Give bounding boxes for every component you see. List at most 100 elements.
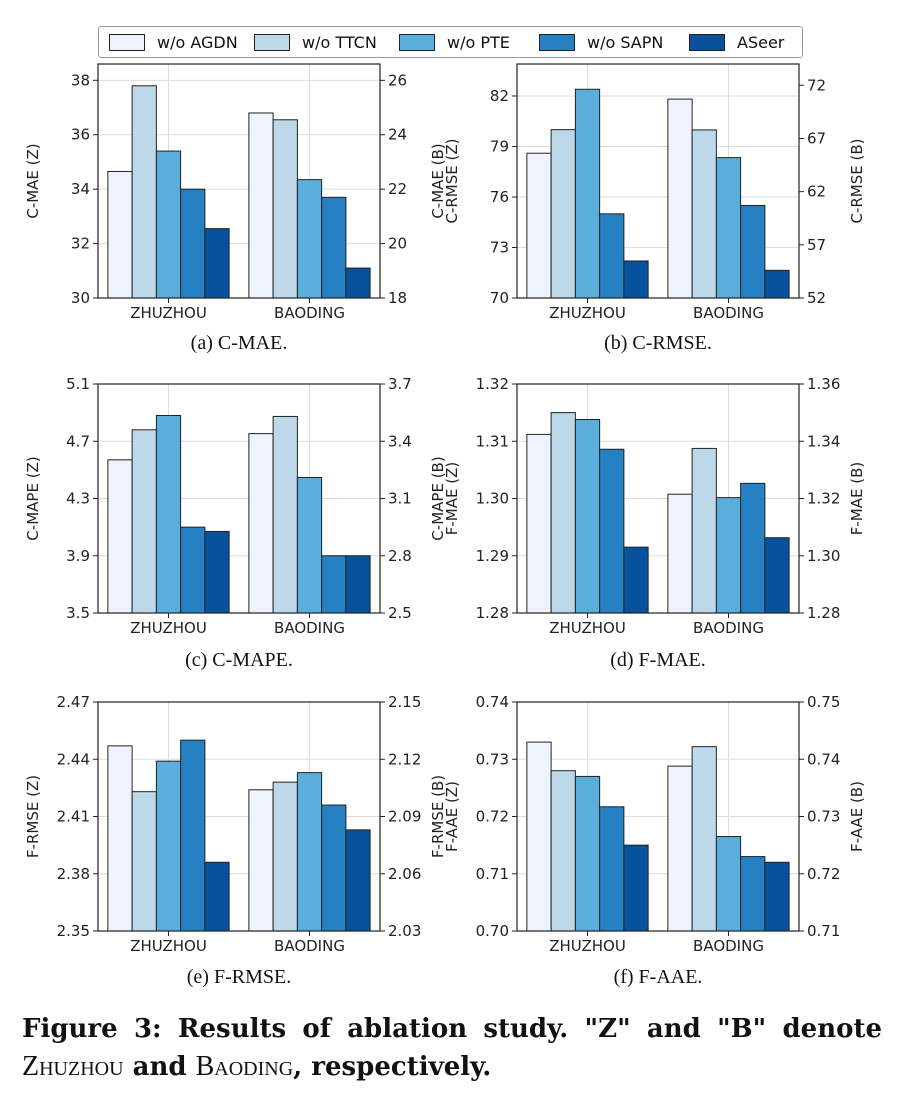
y2-tick-label: 22 <box>388 180 407 198</box>
y2-tick-label: 52 <box>807 289 826 307</box>
subcaption-f: (f) F-AAE. <box>613 966 703 988</box>
legend-swatch <box>689 34 725 51</box>
bar-w-o-pte-zhuzhou <box>155 150 182 299</box>
legend-swatch <box>109 34 145 51</box>
bar-w-o-pte-baoding <box>296 179 323 299</box>
bar-w-o-ttcn-zhuzhou <box>131 429 157 614</box>
bar-aseer-zhuzhou <box>204 228 230 299</box>
y-tick-label: 30 <box>71 289 90 307</box>
bar-w-o-sapn-zhuzhou <box>180 188 206 299</box>
y2-tick-label: 1.32 <box>807 490 840 508</box>
chart-c-mae: ZHUZHOU BAODING 30 32 34 36 38 18 20 22 24 26 C-MAE … <box>24 63 447 322</box>
x-tick-label: ZHUZHOU <box>130 937 207 955</box>
y-tick-label: 34 <box>71 180 90 198</box>
bar-w-o-sapn-zhuzhou <box>180 739 206 932</box>
caption-text: , respectively. <box>293 1052 492 1082</box>
bar-w-o-sapn-baoding <box>321 555 347 614</box>
caption-city-zhuzhou: Zhuzhou <box>22 1051 124 1082</box>
x-tick-label: ZHUZHOU <box>549 937 626 955</box>
bar-w-o-agdn-zhuzhou <box>526 152 552 299</box>
bar-aseer-baoding <box>345 267 371 299</box>
y2-axis-label: F-AAE (B) <box>848 781 866 852</box>
y-axis-label: C-MAE (Z) <box>24 143 42 218</box>
x-tick-label: BAODING <box>693 937 764 955</box>
bar-w-o-agdn-zhuzhou <box>526 433 552 614</box>
y-tick-label: 1.29 <box>476 547 509 565</box>
y-tick-label: 4.7 <box>66 432 90 450</box>
legend-label: w/o AGDN <box>157 33 238 52</box>
y2-tick-label: 2.06 <box>388 865 421 883</box>
legend-label: w/o PTE <box>447 33 510 52</box>
bar-aseer-zhuzhou <box>623 546 649 614</box>
legend: w/o AGDN w/o TTCN w/o PTE w/o SAPN ASeer <box>98 26 803 58</box>
bar-w-o-pte-zhuzhou <box>155 414 182 614</box>
y-tick-label: 79 <box>490 137 509 155</box>
bar-aseer-zhuzhou <box>204 530 230 614</box>
bar-w-o-sapn-baoding <box>740 856 766 932</box>
y-axis-label: F-RMSE (Z) <box>24 775 42 858</box>
y2-axis-label: F-RMSE (B) <box>429 775 447 858</box>
bar-w-o-agdn-baoding <box>667 98 693 299</box>
y2-tick-label: 1.36 <box>807 375 840 393</box>
y2-tick-label: 2.12 <box>388 750 421 768</box>
y2-tick-label: 1.30 <box>807 547 840 565</box>
bar-w-o-agdn-baoding <box>248 112 274 299</box>
y2-tick-label: 3.1 <box>388 490 412 508</box>
bar-aseer-zhuzhou <box>623 844 649 932</box>
subcaption-d: (d) F-MAE. <box>610 649 706 671</box>
chart-c-rmse: ZHUZHOU BAODING 70 73 76 79 82 52 57 62 67 72 C-RMSE… <box>443 63 866 322</box>
x-tick-label: ZHUZHOU <box>549 304 626 322</box>
bar-w-o-sapn-zhuzhou <box>599 213 625 299</box>
plot-frame <box>516 701 800 932</box>
caption-text: and <box>132 1052 187 1082</box>
y-tick-label: 2.47 <box>57 693 90 711</box>
plot-frame <box>97 701 381 932</box>
y-tick-label: 2.35 <box>57 922 90 940</box>
caption-text: Figure 3: Results of ablation study. "Z"… <box>22 1014 882 1044</box>
y2-tick-label: 18 <box>388 289 407 307</box>
y-tick-label: 0.71 <box>476 865 509 883</box>
y2-tick-label: 26 <box>388 71 407 89</box>
bar-w-o-ttcn-zhuzhou <box>550 412 576 614</box>
bar-w-o-agdn-zhuzhou <box>107 745 133 932</box>
bar-w-o-pte-baoding <box>296 772 323 932</box>
y-tick-label: 5.1 <box>66 375 90 393</box>
y-tick-label: 32 <box>71 235 90 253</box>
x-tick-label: ZHUZHOU <box>130 304 207 322</box>
y-tick-label: 76 <box>490 188 509 206</box>
bar-w-o-agdn-baoding <box>248 789 274 932</box>
y2-tick-label: 24 <box>388 126 407 144</box>
legend-label: w/o SAPN <box>587 33 664 52</box>
bar-w-o-sapn-baoding <box>321 196 347 299</box>
chart-f-mae: ZHUZHOU BAODING 1.28 1.29 1.30 1.31 1.32 1.28 1.… <box>443 375 866 637</box>
bar-w-o-ttcn-zhuzhou <box>550 129 576 299</box>
bar-w-o-pte-baoding <box>715 836 742 932</box>
bar-w-o-agdn-baoding <box>667 765 693 932</box>
legend-label: w/o TTCN <box>302 33 377 52</box>
y2-tick-label: 0.74 <box>807 750 840 768</box>
y2-tick-label: 0.73 <box>807 808 840 826</box>
y-tick-label: 1.31 <box>476 432 509 450</box>
y2-tick-label: 1.34 <box>807 432 840 450</box>
bar-w-o-ttcn-baoding <box>272 781 298 932</box>
plot-frame <box>97 383 381 614</box>
y2-tick-label: 72 <box>807 76 826 94</box>
bar-w-o-agdn-baoding <box>248 433 274 614</box>
bar-w-o-ttcn-zhuzhou <box>550 770 576 932</box>
chart-f-rmse: ZHUZHOU BAODING 2.35 2.38 2.41 2.44 2.47 2.03 2.… <box>24 693 447 955</box>
y-axis-label: F-AAE (Z) <box>443 781 461 852</box>
y2-tick-label: 0.72 <box>807 865 840 883</box>
bar-w-o-sapn-zhuzhou <box>599 448 625 614</box>
y-tick-label: 2.38 <box>57 865 90 883</box>
y-tick-label: 1.32 <box>476 375 509 393</box>
x-tick-label: BAODING <box>693 619 764 637</box>
plot-frame <box>516 383 800 614</box>
subcaption-e: (e) F-RMSE. <box>186 966 292 988</box>
y-tick-label: 38 <box>71 71 90 89</box>
y-axis-label: F-MAE (Z) <box>443 462 461 535</box>
bar-w-o-pte-zhuzhou <box>155 760 182 932</box>
y2-tick-label: 20 <box>388 235 407 253</box>
y2-tick-label: 3.4 <box>388 432 412 450</box>
bar-w-o-ttcn-zhuzhou <box>131 85 157 299</box>
bar-w-o-agdn-zhuzhou <box>107 170 133 299</box>
